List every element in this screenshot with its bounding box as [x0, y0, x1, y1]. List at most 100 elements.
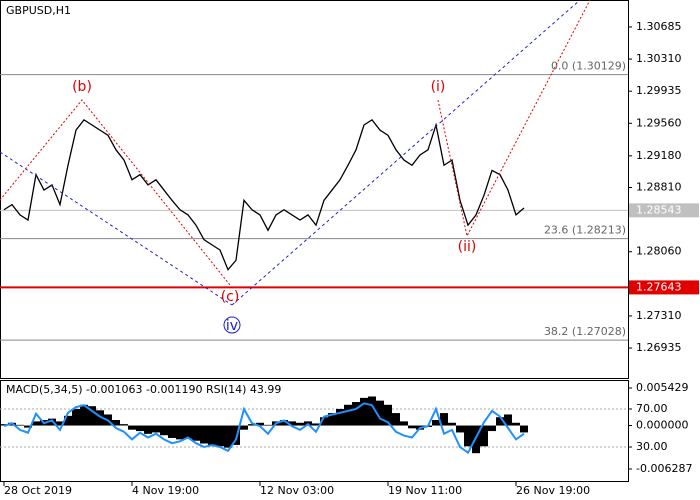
indicator-title: MACD(5,34,5) -0.001063 -0.001190 RSI(14)… — [6, 383, 281, 396]
macd-bar — [248, 424, 256, 426]
macd-bar — [464, 425, 472, 447]
trend-lines — [0, 0, 591, 306]
y-tick-label: 0.005429 — [636, 381, 689, 394]
wave-circle — [223, 316, 241, 334]
macd-bar — [240, 425, 248, 430]
macd-bar — [312, 423, 320, 426]
macd-bar — [152, 425, 160, 433]
fib-label: 23.6 (1.28213) — [544, 224, 626, 237]
macd-bar — [376, 400, 384, 426]
wave-label: iv — [226, 318, 238, 334]
channel-line — [231, 0, 581, 306]
macd-bar — [24, 425, 32, 428]
macd-bar — [448, 422, 456, 426]
macd-bar — [200, 425, 208, 444]
macd-bar — [184, 425, 192, 439]
wave-label: (c) — [221, 289, 240, 305]
wave-label: (b) — [72, 79, 92, 95]
wave-line — [437, 0, 591, 238]
y-tick-label: 1.29560 — [636, 116, 682, 129]
y-tick-label: 1.29180 — [636, 149, 682, 162]
macd-bar — [144, 425, 152, 434]
macd-bar — [208, 425, 216, 445]
wave-label: (ii) — [458, 239, 477, 255]
symbol-title: GBPUSD,H1 — [6, 4, 71, 17]
macd-bar — [128, 425, 136, 430]
macd-bar — [512, 422, 520, 426]
y-tick-label: 1.28810 — [636, 181, 682, 194]
x-tick-label: 26 Nov 19:00 — [516, 484, 590, 497]
macd-bar — [48, 418, 56, 426]
macd-bar — [120, 424, 128, 426]
macd-bar — [344, 404, 352, 426]
macd-bar — [280, 420, 288, 426]
macd-bar — [384, 404, 392, 426]
macd-bar — [432, 420, 440, 426]
x-tick-label: 12 Nov 03:00 — [260, 484, 334, 497]
fib-label: 38.2 (1.27028) — [544, 325, 626, 338]
macd-bar — [72, 408, 80, 426]
macd-bar — [520, 425, 528, 433]
macd-bar — [440, 413, 448, 426]
macd-bar — [136, 425, 144, 432]
price-box-label: 1.28543 — [636, 203, 682, 216]
macd-bar — [320, 417, 328, 426]
y-tick-label: 1.30310 — [636, 52, 682, 65]
macd-bar — [168, 425, 176, 438]
macd-bar — [256, 422, 264, 426]
indicator-frame — [0, 380, 629, 482]
macd-bar — [224, 425, 232, 448]
macd-bar — [488, 425, 496, 432]
macd-bar — [368, 396, 376, 426]
macd-bar — [400, 421, 408, 426]
macd-bar — [16, 424, 24, 426]
macd-bar — [192, 425, 200, 441]
macd-bar — [232, 425, 240, 445]
macd-bar — [32, 421, 40, 426]
y-tick-label: -0.006287 — [636, 462, 692, 475]
price-box — [629, 280, 699, 295]
macd-bar — [264, 424, 272, 426]
macd-bar — [160, 425, 168, 436]
fib-label: 0.0 (1.30129) — [551, 60, 626, 73]
y2-tick-label: 30.00 — [636, 440, 668, 453]
macd-bar — [112, 420, 120, 426]
y-tick-label: 1.29935 — [636, 84, 682, 97]
macd-bar — [80, 404, 88, 426]
macd-bar — [352, 402, 360, 426]
macd-bar — [96, 410, 104, 426]
macd-bar — [336, 408, 344, 426]
macd-bar — [88, 406, 96, 426]
x-tick-label: 28 Oct 2019 — [4, 484, 72, 497]
macd-bar — [176, 425, 184, 440]
macd-bar — [216, 425, 224, 447]
price-box — [629, 203, 699, 218]
macd-bar — [360, 397, 368, 426]
y-tick-label: 1.26935 — [636, 341, 682, 354]
macd-bar — [296, 422, 304, 426]
macd-bar — [456, 425, 464, 433]
y-tick-label: 1.27310 — [636, 309, 682, 322]
wave-line — [0, 99, 231, 286]
price-line — [3, 118, 525, 271]
x-tick-label: 19 Nov 11:00 — [388, 484, 462, 497]
y-tick-label: 1.28060 — [636, 245, 682, 258]
macd-bar — [480, 425, 488, 447]
macd-bar — [504, 414, 512, 426]
macd-bar — [408, 425, 416, 429]
price-frame — [0, 0, 629, 379]
macd-bar — [64, 415, 72, 426]
channel-line — [0, 151, 233, 306]
macd-bar — [392, 413, 400, 426]
macd-bar — [56, 421, 64, 426]
y2-tick-label: 70.00 — [636, 402, 668, 415]
x-tick-label: 4 Nov 19:00 — [132, 484, 199, 497]
macd-bar — [328, 413, 336, 426]
y-tick-label: 0.000000 — [636, 419, 689, 432]
macd-bar — [288, 421, 296, 426]
price-box-label: 1.27643 — [636, 280, 682, 293]
macd-bar — [496, 417, 504, 426]
rsi-line — [3, 402, 525, 455]
y-tick-label: 1.30685 — [636, 20, 682, 33]
